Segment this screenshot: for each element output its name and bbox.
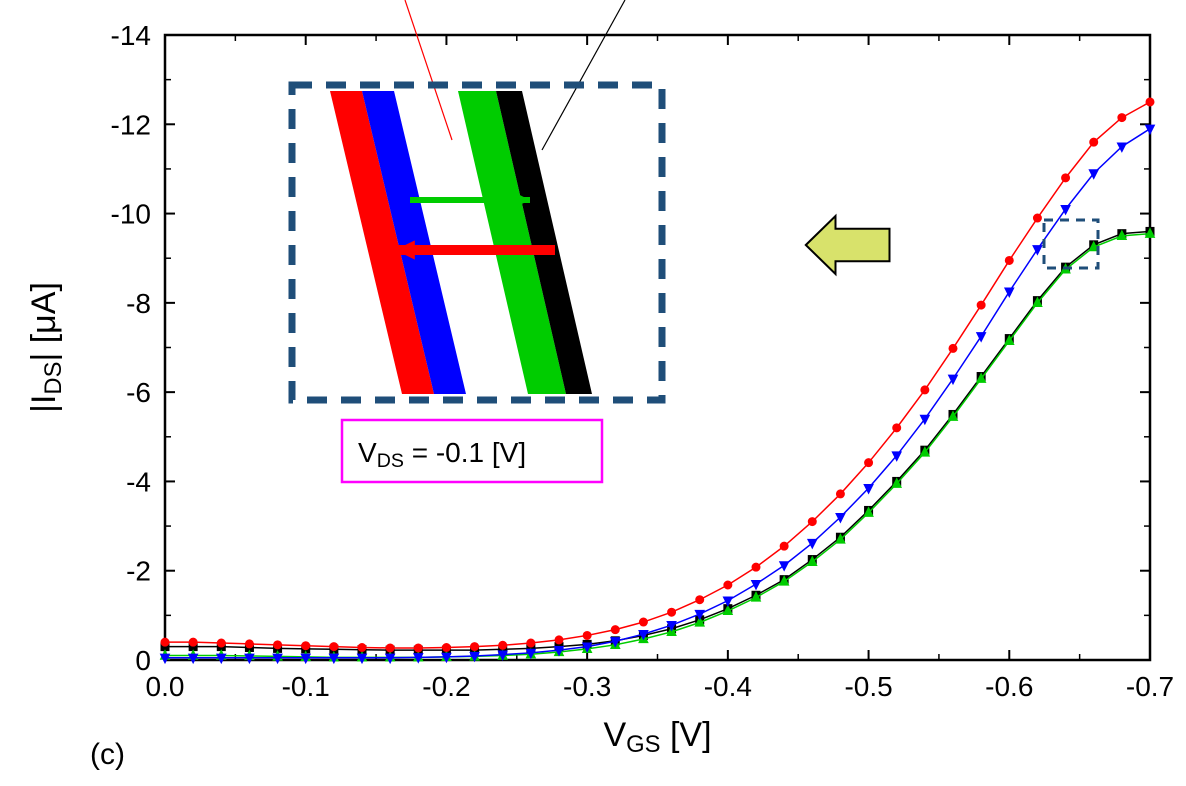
chart-panel: 0.0 -0.1 -0.2 -0.3 -0.4 -0.5 -0.6 -0.7 0 -2 -4 -6 -8… — [0, 0, 1186, 786]
svg-text:-10: -10 — [111, 199, 151, 230]
svg-text:-2: -2 — [126, 556, 151, 587]
svg-text:-0.1: -0.1 — [282, 671, 330, 702]
svg-text:(c): (c) — [90, 738, 125, 771]
svg-text:-0.3: -0.3 — [563, 671, 611, 702]
svg-text:-4: -4 — [126, 466, 151, 497]
svg-text:-8: -8 — [126, 288, 151, 319]
svg-text:0: 0 — [135, 645, 151, 676]
svg-text:-14: -14 — [111, 20, 151, 51]
svg-text:-0.4: -0.4 — [704, 671, 752, 702]
chart-svg: 0.0 -0.1 -0.2 -0.3 -0.4 -0.5 -0.6 -0.7 0 -2 -4 -6 -8… — [0, 0, 1186, 786]
svg-text:-0.6: -0.6 — [985, 671, 1033, 702]
svg-text:-0.7: -0.7 — [1126, 671, 1174, 702]
svg-text:-6: -6 — [126, 377, 151, 408]
svg-text:-0.2: -0.2 — [422, 671, 470, 702]
svg-text:-0.5: -0.5 — [844, 671, 892, 702]
svg-text:-12: -12 — [111, 109, 151, 140]
svg-text:0.0: 0.0 — [146, 671, 185, 702]
